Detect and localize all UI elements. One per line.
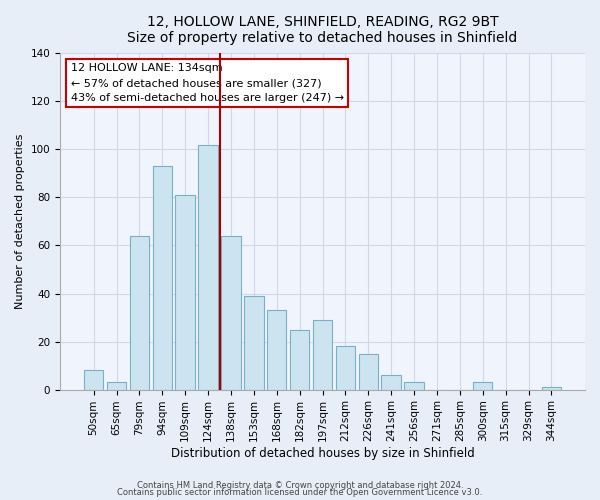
Bar bbox=[221, 236, 241, 390]
X-axis label: Distribution of detached houses by size in Shinfield: Distribution of detached houses by size … bbox=[170, 447, 475, 460]
Text: Contains HM Land Registry data © Crown copyright and database right 2024.: Contains HM Land Registry data © Crown c… bbox=[137, 480, 463, 490]
Bar bbox=[175, 195, 195, 390]
Bar bbox=[267, 310, 286, 390]
Bar bbox=[244, 296, 263, 390]
Y-axis label: Number of detached properties: Number of detached properties bbox=[15, 134, 25, 309]
Bar bbox=[542, 387, 561, 390]
Text: 12 HOLLOW LANE: 134sqm
← 57% of detached houses are smaller (327)
43% of semi-de: 12 HOLLOW LANE: 134sqm ← 57% of detached… bbox=[71, 64, 344, 103]
Title: 12, HOLLOW LANE, SHINFIELD, READING, RG2 9BT
Size of property relative to detach: 12, HOLLOW LANE, SHINFIELD, READING, RG2… bbox=[127, 15, 518, 45]
Bar bbox=[382, 375, 401, 390]
Bar bbox=[107, 382, 126, 390]
Bar bbox=[290, 330, 310, 390]
Bar bbox=[359, 354, 378, 390]
Bar bbox=[152, 166, 172, 390]
Bar bbox=[335, 346, 355, 390]
Bar bbox=[199, 144, 218, 390]
Text: Contains public sector information licensed under the Open Government Licence v3: Contains public sector information licen… bbox=[118, 488, 482, 497]
Bar bbox=[84, 370, 103, 390]
Bar bbox=[313, 320, 332, 390]
Bar bbox=[404, 382, 424, 390]
Bar bbox=[473, 382, 493, 390]
Bar bbox=[130, 236, 149, 390]
